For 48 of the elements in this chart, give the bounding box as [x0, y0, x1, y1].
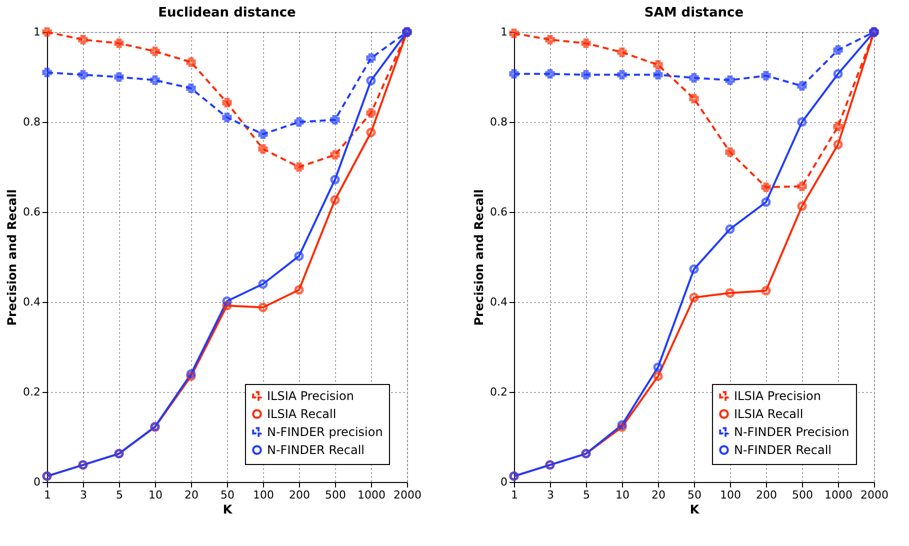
y-tick-label: 0.8 — [490, 116, 508, 128]
legend-label: N-FINDER Precision — [734, 425, 850, 439]
x-tick-label: 200 — [289, 488, 310, 502]
legend-label: ILSIA Recall — [734, 407, 804, 421]
legend-label: N-FINDER Recall — [267, 443, 364, 457]
x-tick-label: 200 — [756, 488, 777, 502]
x-axis-title: K — [690, 502, 700, 516]
legend-label: N-FINDER precision — [267, 425, 383, 439]
x-tick-label: 1000 — [358, 488, 386, 502]
x-tick-label: 5 — [583, 488, 590, 502]
y-tick-label: 0.2 — [23, 386, 40, 398]
y-tick-label: 0 — [500, 476, 508, 488]
x-tick-label: 3 — [80, 488, 87, 502]
x-tick-label: 50 — [688, 488, 702, 502]
y-tick-label: 1 — [500, 26, 508, 38]
y-tick-label: 0.8 — [23, 116, 40, 128]
x-tick-label: 20 — [184, 488, 198, 502]
y-tick-label: 0.4 — [490, 296, 508, 308]
legend-label: ILSIA Precision — [267, 389, 354, 403]
chart-title: Euclidean distance — [158, 5, 296, 20]
y-axis-title: Precision and Recall — [472, 189, 486, 326]
x-tick-label: 1 — [44, 488, 51, 502]
x-tick-label: 5 — [116, 488, 123, 502]
x-tick-label: 50 — [220, 488, 234, 502]
x-tick-label: 10 — [616, 488, 630, 502]
x-tick-label: 1000 — [824, 488, 852, 502]
y-tick-label: 1 — [34, 26, 40, 38]
legend-label: ILSIA Precision — [734, 389, 821, 403]
legend-label: ILSIA Recall — [267, 407, 336, 421]
legend-label: N-FINDER Recall — [734, 443, 832, 457]
y-axis-title: Precision and Recall — [5, 189, 20, 326]
x-tick-label: 2000 — [394, 488, 422, 502]
y-tick-label: 0.6 — [23, 206, 40, 218]
x-tick-label: 20 — [652, 488, 666, 502]
y-tick-label: 0 — [34, 476, 40, 488]
x-tick-label: 100 — [253, 488, 274, 502]
x-tick-label: 3 — [547, 488, 554, 502]
x-axis-title: K — [222, 502, 233, 516]
x-tick-label: 500 — [325, 488, 346, 502]
chart-title: SAM distance — [644, 5, 744, 20]
x-tick-label: 1 — [511, 488, 518, 502]
y-tick-label: 0.4 — [23, 296, 40, 308]
x-tick-label: 500 — [792, 488, 813, 502]
x-tick-label: 10 — [148, 488, 162, 502]
y-tick-label: 0.6 — [490, 206, 508, 218]
x-tick-label: 100 — [720, 488, 741, 502]
x-tick-label: 2000 — [860, 488, 888, 502]
y-tick-label: 0.2 — [490, 386, 508, 398]
